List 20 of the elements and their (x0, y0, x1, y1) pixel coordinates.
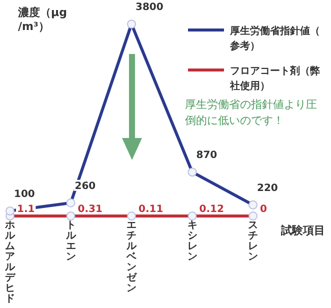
x-tick-label: スチレン (248, 220, 258, 262)
data-label: 0.31 (78, 204, 102, 215)
x-tick-label: エチルベンゼン (126, 220, 138, 294)
data-label: 0.11 (138, 204, 164, 215)
data-label: 3800 (136, 2, 164, 14)
legend-label: 厚生労働省指針値（参考） (229, 25, 320, 52)
x-axis-title: 試験項目 (280, 224, 325, 237)
x-tick-label: キシレン (187, 220, 198, 262)
data-label: 100 (14, 188, 35, 200)
data-label: 0.12 (199, 204, 224, 215)
data-label: 870 (196, 150, 218, 162)
annotation: 厚生労働省の指針値より圧倒的に低いのです！ (185, 98, 317, 127)
legend-label: フロアコート剤（弊社使用） (229, 65, 321, 92)
data-label: 220 (257, 182, 278, 194)
data-label: 1.1 (17, 204, 35, 215)
data-label: 0 (260, 204, 267, 215)
x-tick-label: ホルムアルデヒド (4, 220, 16, 304)
data-label: 260 (74, 180, 96, 192)
y-axis-title: 濃度（μg/m³） (17, 6, 67, 33)
x-tick-label: トルエン (64, 220, 77, 262)
